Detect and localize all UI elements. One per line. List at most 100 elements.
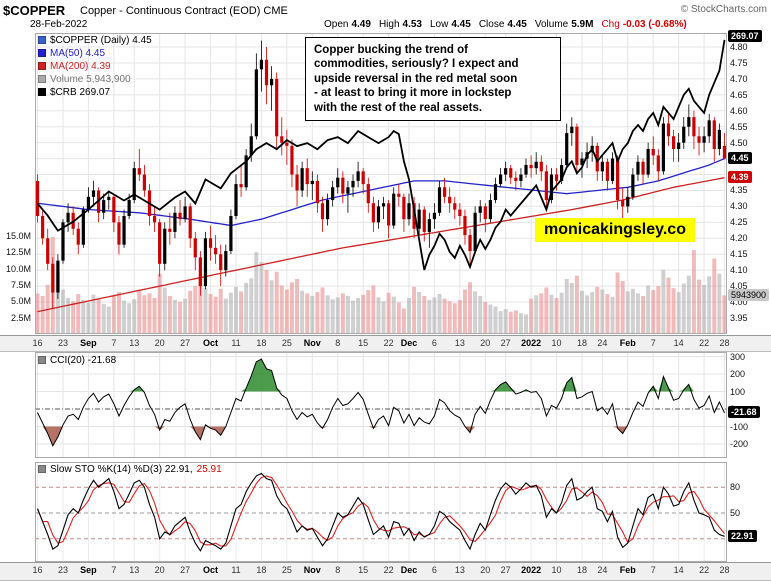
price-tick-label: 4.50 — [730, 137, 748, 148]
cci-oversold-fill — [37, 426, 725, 446]
date-tick-label: 13 — [454, 565, 465, 575]
date-tick-label: Dec — [400, 338, 418, 348]
cci-value-badge: -21.68 — [728, 406, 760, 419]
stochastic-panel-svg — [35, 462, 727, 562]
crb-line — [36, 39, 726, 271]
date-tick-label: 28 — [719, 338, 730, 348]
high-value: 4.53 — [402, 19, 422, 30]
sto-indicator-icon — [38, 465, 46, 473]
legend-symbol: $COPPER (Daily) 4.45 — [38, 35, 152, 47]
date-tick-label: 24 — [597, 338, 608, 348]
date-axis-lower: 16 23 Sep 7 13 20 27 Oct 11 18 25 Nov 8 15 22 Dec 6 13 20 2… — [0, 562, 771, 581]
ma50-line — [37, 157, 725, 227]
volume-tick-label: 5.0M — [10, 296, 31, 307]
price-tick-label: 4.05 — [730, 281, 748, 292]
date-tick-label: 7 — [111, 565, 117, 575]
legend-ma50: MA(50) 4.45 — [38, 48, 105, 60]
open-value: 4.49 — [351, 19, 371, 30]
volume-tick-label: 7.5M — [10, 279, 31, 290]
date-tick-label: 10 — [551, 565, 562, 575]
date-tick-label: 13 — [454, 338, 465, 348]
date-tick-label: 8 — [335, 338, 341, 348]
ma200-line — [37, 177, 725, 313]
date-tick-label: 25 — [281, 565, 292, 575]
price-tick-label: 4.25 — [730, 217, 748, 228]
cci-indicator-icon — [38, 356, 46, 364]
date-tick-label: 13 — [129, 565, 140, 575]
date-tick-label: 16 — [32, 338, 43, 348]
date-tick-label: 28 — [719, 565, 730, 575]
date-tick-label: Nov — [303, 565, 321, 575]
sto-value-badge: 22.91 — [728, 530, 757, 543]
annotation-line: commodities, seriously? I expect and — [314, 58, 519, 71]
close-label: Close — [478, 19, 505, 30]
date-tick-label: 18 — [256, 338, 267, 348]
candlestick-icon — [38, 36, 46, 44]
price-tick-label: 4.55 — [730, 121, 748, 132]
cci-tick-label: 100 — [730, 386, 746, 397]
cci-panel-svg — [35, 352, 727, 458]
legend-cci-label: CCI(20) -21.68 — [50, 355, 117, 366]
date-tick-label: 7 — [111, 338, 117, 348]
sto-k-line — [36, 472, 725, 552]
chart-title: Copper - Continuous Contract (EOD) CME — [80, 5, 288, 17]
price-tick-label: 4.60 — [730, 105, 748, 116]
price-tick-label: 4.65 — [730, 89, 748, 100]
annotation-box: Copper bucking the trend of commodities, … — [305, 37, 561, 121]
date-tick-label: 20 — [480, 338, 491, 348]
date-tick-label: 2022 — [521, 565, 542, 575]
date-tick-label: 14 — [673, 338, 684, 348]
close-value: 4.45 — [507, 19, 527, 30]
date-tick-label: 22 — [699, 338, 710, 348]
cci-tick-label: 200 — [730, 369, 746, 379]
grid-layer — [35, 352, 727, 458]
date-tick-label: 7 — [650, 565, 656, 575]
sto-d-line — [36, 475, 725, 547]
volume-tick-label: 12.5M — [5, 247, 31, 258]
legend-ma50-label: MA(50) 4.45 — [50, 48, 106, 59]
date-tick-label: Nov — [303, 338, 321, 348]
date-tick-label: 13 — [129, 338, 140, 348]
date-tick-label: Sep — [80, 565, 97, 575]
annotation-line: Copper bucking the trend of — [314, 44, 468, 56]
date-tick-label: Oct — [203, 565, 219, 575]
volume-tick-label: 10.0M — [5, 263, 31, 274]
close-price-badge: 4.45 — [728, 152, 752, 165]
legend-sto: Slow STO %K(14) %D(3) 22.91, 25.91 — [38, 464, 222, 476]
ma200-line-icon — [38, 62, 46, 70]
annotation-line: upside reversal in the red metal soon — [314, 72, 518, 85]
date-tick-label: 2022 — [521, 338, 542, 348]
legend-crb-label: $CRB 269.07 — [50, 87, 111, 98]
change-label: Chg — [601, 19, 620, 30]
legend-volume-label: Volume 5,943,900 — [50, 74, 131, 85]
cci-line — [37, 358, 725, 447]
date-tick-label: 23 — [57, 338, 68, 348]
date-tick-label: Feb — [619, 338, 636, 348]
quote-line: Open 4.49 High 4.53 Low 4.45 Close 4.45 Volume 5.… — [316, 19, 687, 30]
volume-value-badge: 5943900 — [728, 289, 770, 302]
sto-tick-label: 80 — [730, 482, 741, 493]
legend-sto-label: Slow STO %K(14) %D(3) 22.91, — [50, 464, 193, 475]
date-tick-label: 27 — [180, 565, 191, 575]
date-tick-label: 23 — [57, 565, 68, 575]
crb-line-icon — [38, 88, 46, 96]
legend-ma200: MA(200) 4.39 — [38, 61, 111, 73]
price-tick-label: 4.70 — [730, 73, 748, 84]
legend-volume: Volume 5,943,900 — [38, 74, 131, 86]
date-tick-label: 24 — [597, 565, 608, 575]
date-axis-upper: 16 23 Sep 7 13 20 27 Oct 11 18 25 Nov 8 15 22 Dec 6 13 20 2… — [0, 335, 771, 352]
annotation-line: - at least to bring it more in lockstep — [314, 87, 512, 100]
volume-label: Volume — [534, 19, 569, 30]
date-tick-label: 15 — [358, 565, 369, 575]
date-tick-label: 11 — [231, 338, 241, 348]
open-label: Open — [324, 19, 349, 30]
date-tick-label: Oct — [203, 338, 219, 348]
candles-layer — [35, 40, 727, 309]
high-label: High — [378, 19, 400, 30]
legend-sto-d-value: 25.91 — [196, 464, 222, 475]
price-tick-label: 4.35 — [730, 185, 748, 196]
date-tick-label: 14 — [673, 565, 684, 575]
copyright-label: © StockCharts.com — [680, 4, 767, 15]
annotation-line: with the rest of the real assets. — [314, 101, 483, 114]
